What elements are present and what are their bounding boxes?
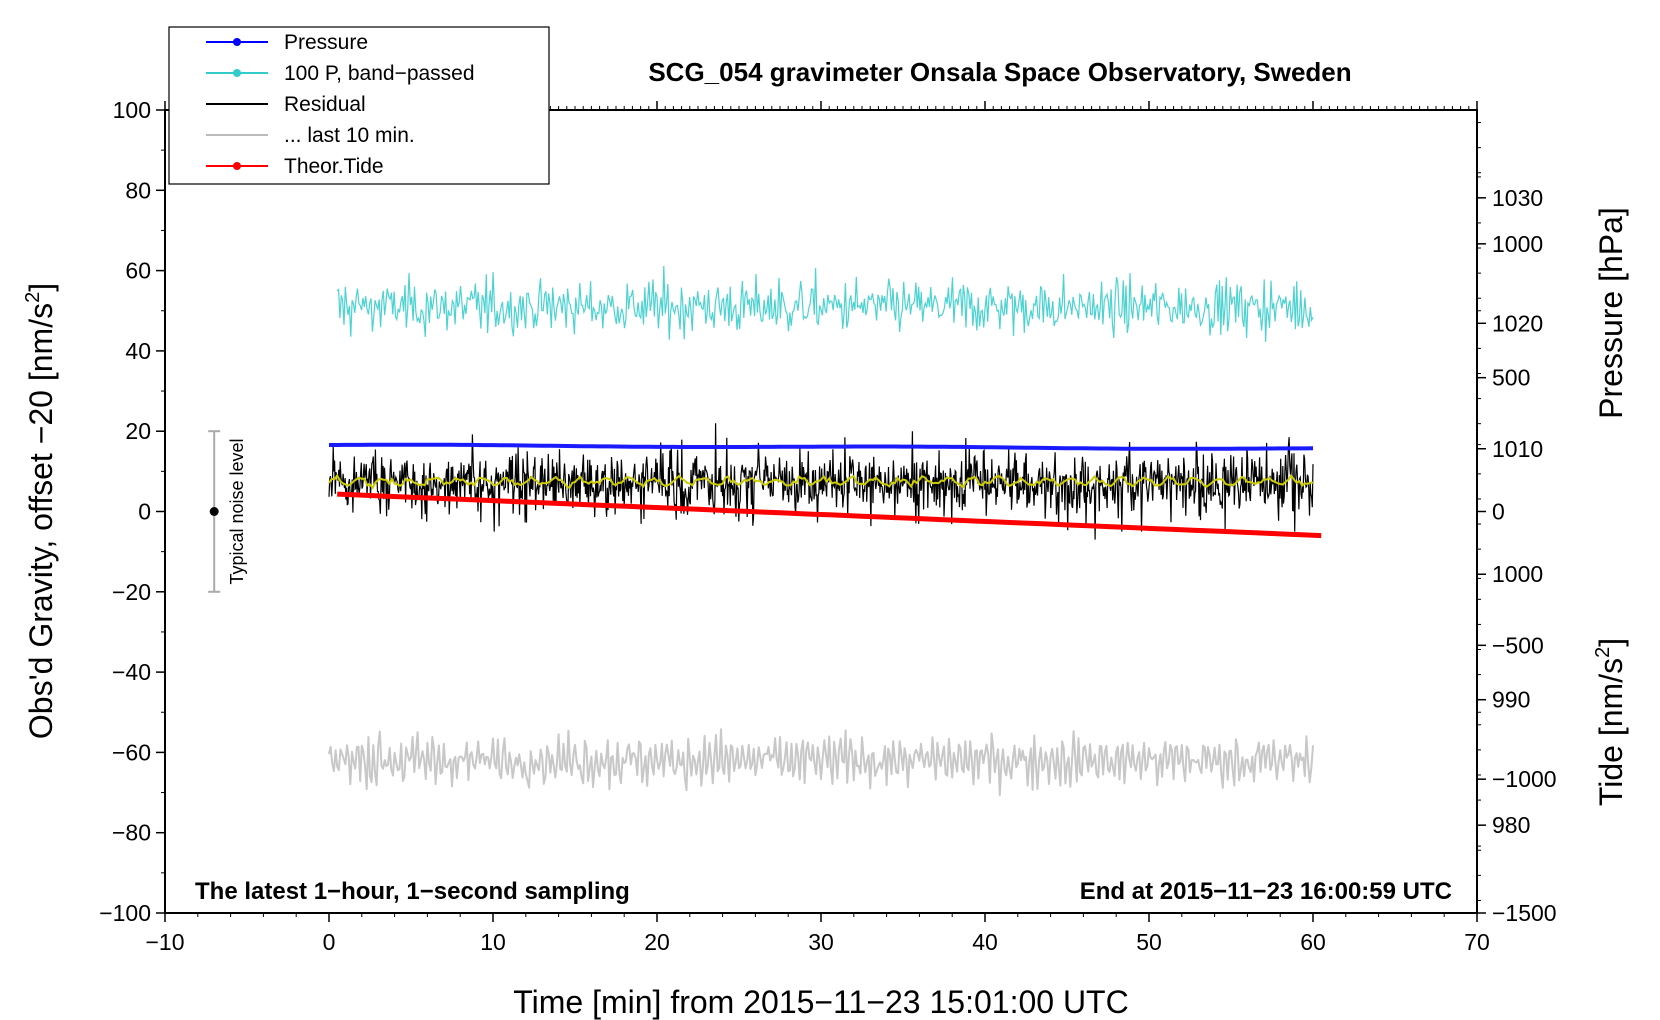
x-tick-label: −10 <box>145 929 184 955</box>
chart-title: SCG_054 gravimeter Onsala Space Observat… <box>648 57 1351 87</box>
noise-level-indicator: Typical noise level <box>208 430 247 593</box>
legend-label: Theor.Tide <box>284 155 384 178</box>
tide-tick-label: −1500 <box>1492 900 1557 926</box>
x-tick-label: 30 <box>808 929 834 955</box>
series-residual-smoothed <box>328 473 1314 490</box>
y-tick-label: 60 <box>125 258 151 284</box>
y-tick-label: −40 <box>112 659 151 685</box>
pressure-tick-label: 980 <box>1492 812 1530 838</box>
legend-box <box>168 26 550 185</box>
y-tick-label: −20 <box>112 579 151 605</box>
pressure-tick-label: 1000 <box>1492 561 1543 587</box>
pressure-tick-label: 1030 <box>1492 185 1543 211</box>
tide-tick-label: 1000 <box>1492 231 1543 257</box>
y-axis-pressure: 980 990 1000 1010 1020 1030 <box>1477 122 1543 901</box>
x-tick-label: 10 <box>480 929 506 955</box>
x-axis-title: Time [min] from 2015−11−23 15:01:00 UTC <box>513 984 1128 1020</box>
tide-tick-label: −1000 <box>1492 766 1557 792</box>
tide-tick-label: 500 <box>1492 365 1530 391</box>
series-theor-tide <box>337 491 1322 539</box>
x-tick-label: 60 <box>1300 929 1326 955</box>
y-axis-title-left-end: ] <box>23 283 59 292</box>
pressure-axis-title: Pressure [hPa] <box>1593 207 1629 419</box>
legend-marker <box>233 38 241 46</box>
legend-marker <box>233 69 241 77</box>
legend-label: 100 P, band−passed <box>284 62 475 85</box>
tide-axis-title-sup: 2 <box>1592 647 1614 658</box>
x-tick-label: 50 <box>1136 929 1162 955</box>
legend-label: ... last 10 min. <box>284 124 415 147</box>
y-axis-tide: −1500 −1000 −500 0 500 1000 <box>1477 176 1557 926</box>
pressure-tick-label: 1010 <box>1492 436 1543 462</box>
tide-tick-label: −500 <box>1492 632 1544 658</box>
y-axis-left: −100 −80 −60 −40 −20 0 20 40 60 80 100 <box>99 97 165 926</box>
x-tick-label: 20 <box>644 929 670 955</box>
pressure-tick-label: 990 <box>1492 687 1530 713</box>
y-tick-label: 0 <box>138 499 151 525</box>
tide-axis-title: Tide [nm/s2] <box>1592 638 1629 806</box>
y-axis-title-left-main: Obs'd Gravity, offset −20 [nm/s <box>23 303 59 739</box>
series-pressure <box>329 442 1314 451</box>
series-100p-band-passed <box>336 265 1314 342</box>
x-tick-label: 40 <box>972 929 998 955</box>
legend: Pressure 100 P, band−passed Residual ... la… <box>168 26 550 185</box>
y-tick-label: 20 <box>125 418 151 444</box>
legend-label: Pressure <box>284 31 368 54</box>
noise-bar-label: Typical noise level <box>227 438 247 584</box>
y-tick-label: 40 <box>125 338 151 364</box>
y-axis-title-left: Obs'd Gravity, offset −20 [nm/s2] <box>22 283 59 739</box>
x-tick-label: 70 <box>1464 929 1490 955</box>
tide-axis-title-main: Tide [nm/s <box>1593 658 1629 806</box>
legend-marker <box>233 162 241 170</box>
x-axis: −10 0 10 20 30 40 50 60 70 <box>145 101 1490 955</box>
pressure-tick-label: 1020 <box>1492 310 1543 336</box>
tide-tick-label: 0 <box>1492 499 1505 525</box>
series-residual <box>328 423 1314 540</box>
y-tick-label: −80 <box>112 820 151 846</box>
legend-label: Residual <box>284 93 366 116</box>
plot-frame <box>164 109 1478 914</box>
y-tick-label: −100 <box>99 900 151 926</box>
noise-bar-center-dot <box>209 507 219 516</box>
y-tick-label: 100 <box>113 97 151 123</box>
series-last-10-min <box>328 728 1314 797</box>
note-sampling: The latest 1−hour, 1−second sampling <box>195 878 630 905</box>
y-tick-label: −60 <box>112 739 151 765</box>
y-tick-label: 80 <box>125 177 151 203</box>
note-end-time: End at 2015−11−23 16:00:59 UTC <box>1080 878 1452 905</box>
y-axis-title-left-sup: 2 <box>22 292 44 303</box>
tide-axis-title-end: ] <box>1593 638 1629 647</box>
x-tick-label: 0 <box>323 929 336 955</box>
